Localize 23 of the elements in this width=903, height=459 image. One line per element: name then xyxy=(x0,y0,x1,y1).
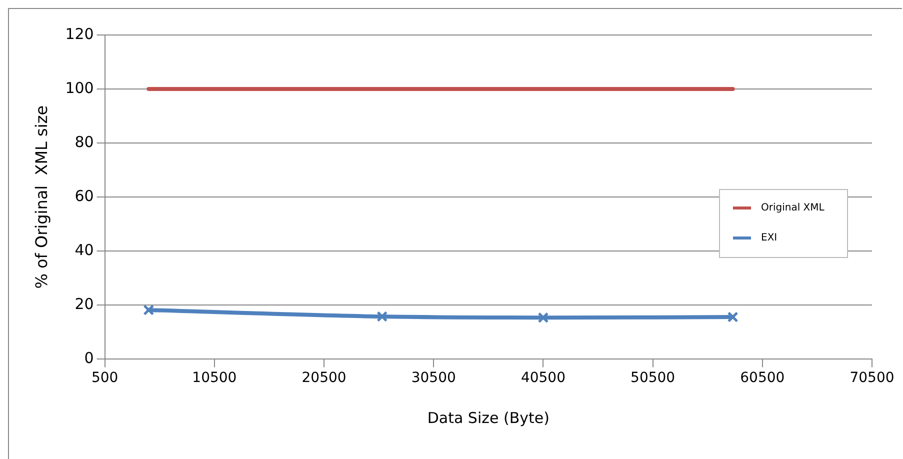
x-axis-title: Data Size (Byte) xyxy=(427,408,550,427)
y-tick-label: 0 xyxy=(84,349,94,368)
point xyxy=(376,311,388,322)
x-tick-label: 10500 xyxy=(192,370,237,386)
x-tick-label: 50500 xyxy=(630,370,676,386)
y-tick-label: 60 xyxy=(74,186,94,205)
y-tick-label: 80 xyxy=(74,132,94,151)
point xyxy=(143,304,154,316)
x-tick-label: 60500 xyxy=(740,370,785,386)
x-tick-label: 30500 xyxy=(411,370,456,386)
legend-label: EXI xyxy=(761,232,778,244)
legend-label: Original XML xyxy=(761,202,825,214)
y-tick-label: 20 xyxy=(74,295,94,314)
x-tick-label: 500 xyxy=(91,370,118,386)
y-tick-label: 40 xyxy=(74,241,94,260)
point xyxy=(538,312,549,324)
y-tick-label: 120 xyxy=(65,24,94,43)
x-tick-label: 40500 xyxy=(520,370,566,386)
point xyxy=(727,312,738,323)
x-tick-label: 70500 xyxy=(850,370,894,386)
y-tick-label: 100 xyxy=(65,78,94,97)
y-axis-title: % of Original XML size xyxy=(32,105,51,289)
x-tick-label: 20500 xyxy=(302,370,346,386)
